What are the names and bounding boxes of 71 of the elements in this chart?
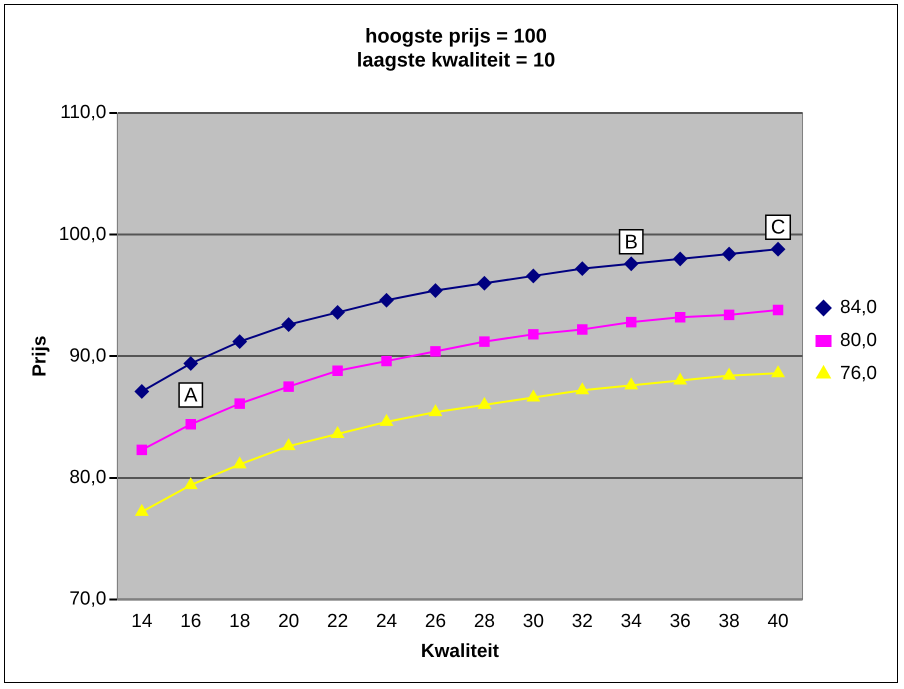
x-tick-label: 34 — [620, 611, 642, 632]
point — [283, 381, 294, 392]
point — [186, 419, 196, 430]
point — [626, 316, 636, 328]
y-tick-label: 110,0 — [60, 102, 106, 124]
point — [282, 439, 295, 450]
x-tick-label: 26 — [424, 611, 446, 632]
legend-label: 80,0 — [840, 330, 878, 352]
y-tick-label: 100,0 — [58, 224, 106, 245]
point — [724, 310, 734, 320]
x-tick-label: 36 — [670, 611, 691, 632]
point — [136, 444, 148, 456]
x-tick-label: 22 — [327, 611, 348, 632]
point — [332, 366, 343, 376]
text: hoogste prijs = 100 — [365, 26, 547, 48]
point — [381, 356, 392, 366]
point — [136, 504, 148, 516]
point — [577, 324, 588, 335]
x-tick-label: 14 — [131, 611, 153, 632]
point — [625, 378, 638, 390]
y-axis-title: Prijs — [30, 336, 51, 377]
point — [429, 405, 442, 416]
point — [477, 276, 492, 290]
point — [772, 366, 784, 378]
point — [232, 334, 247, 349]
point — [331, 427, 344, 438]
x-tick-label: 16 — [180, 611, 202, 632]
point — [674, 374, 686, 385]
point — [722, 368, 736, 380]
x-tick-label: 20 — [278, 611, 300, 632]
point — [380, 414, 393, 426]
point — [330, 305, 345, 320]
annotation: B — [624, 231, 638, 254]
point — [673, 252, 688, 266]
point — [674, 312, 686, 323]
point — [428, 284, 442, 298]
point — [575, 262, 590, 276]
annotation: C — [770, 216, 786, 239]
x-tick-label: 40 — [767, 611, 789, 632]
point — [526, 268, 540, 283]
point — [184, 356, 198, 370]
point — [134, 384, 149, 398]
point — [380, 293, 394, 308]
point — [234, 398, 245, 409]
point — [527, 390, 540, 402]
y-tick-label: 80,0 — [69, 467, 106, 488]
x-tick-label: 18 — [229, 611, 250, 632]
legend-label: 76,0 — [840, 363, 878, 384]
point — [430, 346, 441, 357]
point — [772, 304, 784, 316]
y-tick-label: 70,0 — [69, 588, 106, 610]
point — [282, 318, 296, 332]
point — [479, 336, 490, 347]
legend-label: 84,0 — [840, 297, 878, 318]
point — [722, 247, 736, 262]
x-tick-label: 38 — [718, 611, 740, 632]
point — [771, 242, 786, 256]
point — [234, 457, 246, 468]
x-tick-label: 28 — [474, 611, 495, 632]
point — [478, 398, 491, 409]
x-tick-label: 24 — [376, 611, 398, 632]
annotation: A — [184, 384, 198, 407]
y-tick-label: 90,0 — [69, 345, 106, 366]
point — [624, 256, 638, 271]
x-axis-title: Kwaliteit — [420, 640, 500, 662]
point — [528, 329, 539, 340]
point — [184, 478, 197, 490]
x-tick-label: 32 — [572, 611, 593, 632]
text: laagste kwaliteit = 10 — [356, 50, 556, 72]
point — [576, 383, 588, 394]
x-tick-label: 30 — [522, 611, 544, 632]
